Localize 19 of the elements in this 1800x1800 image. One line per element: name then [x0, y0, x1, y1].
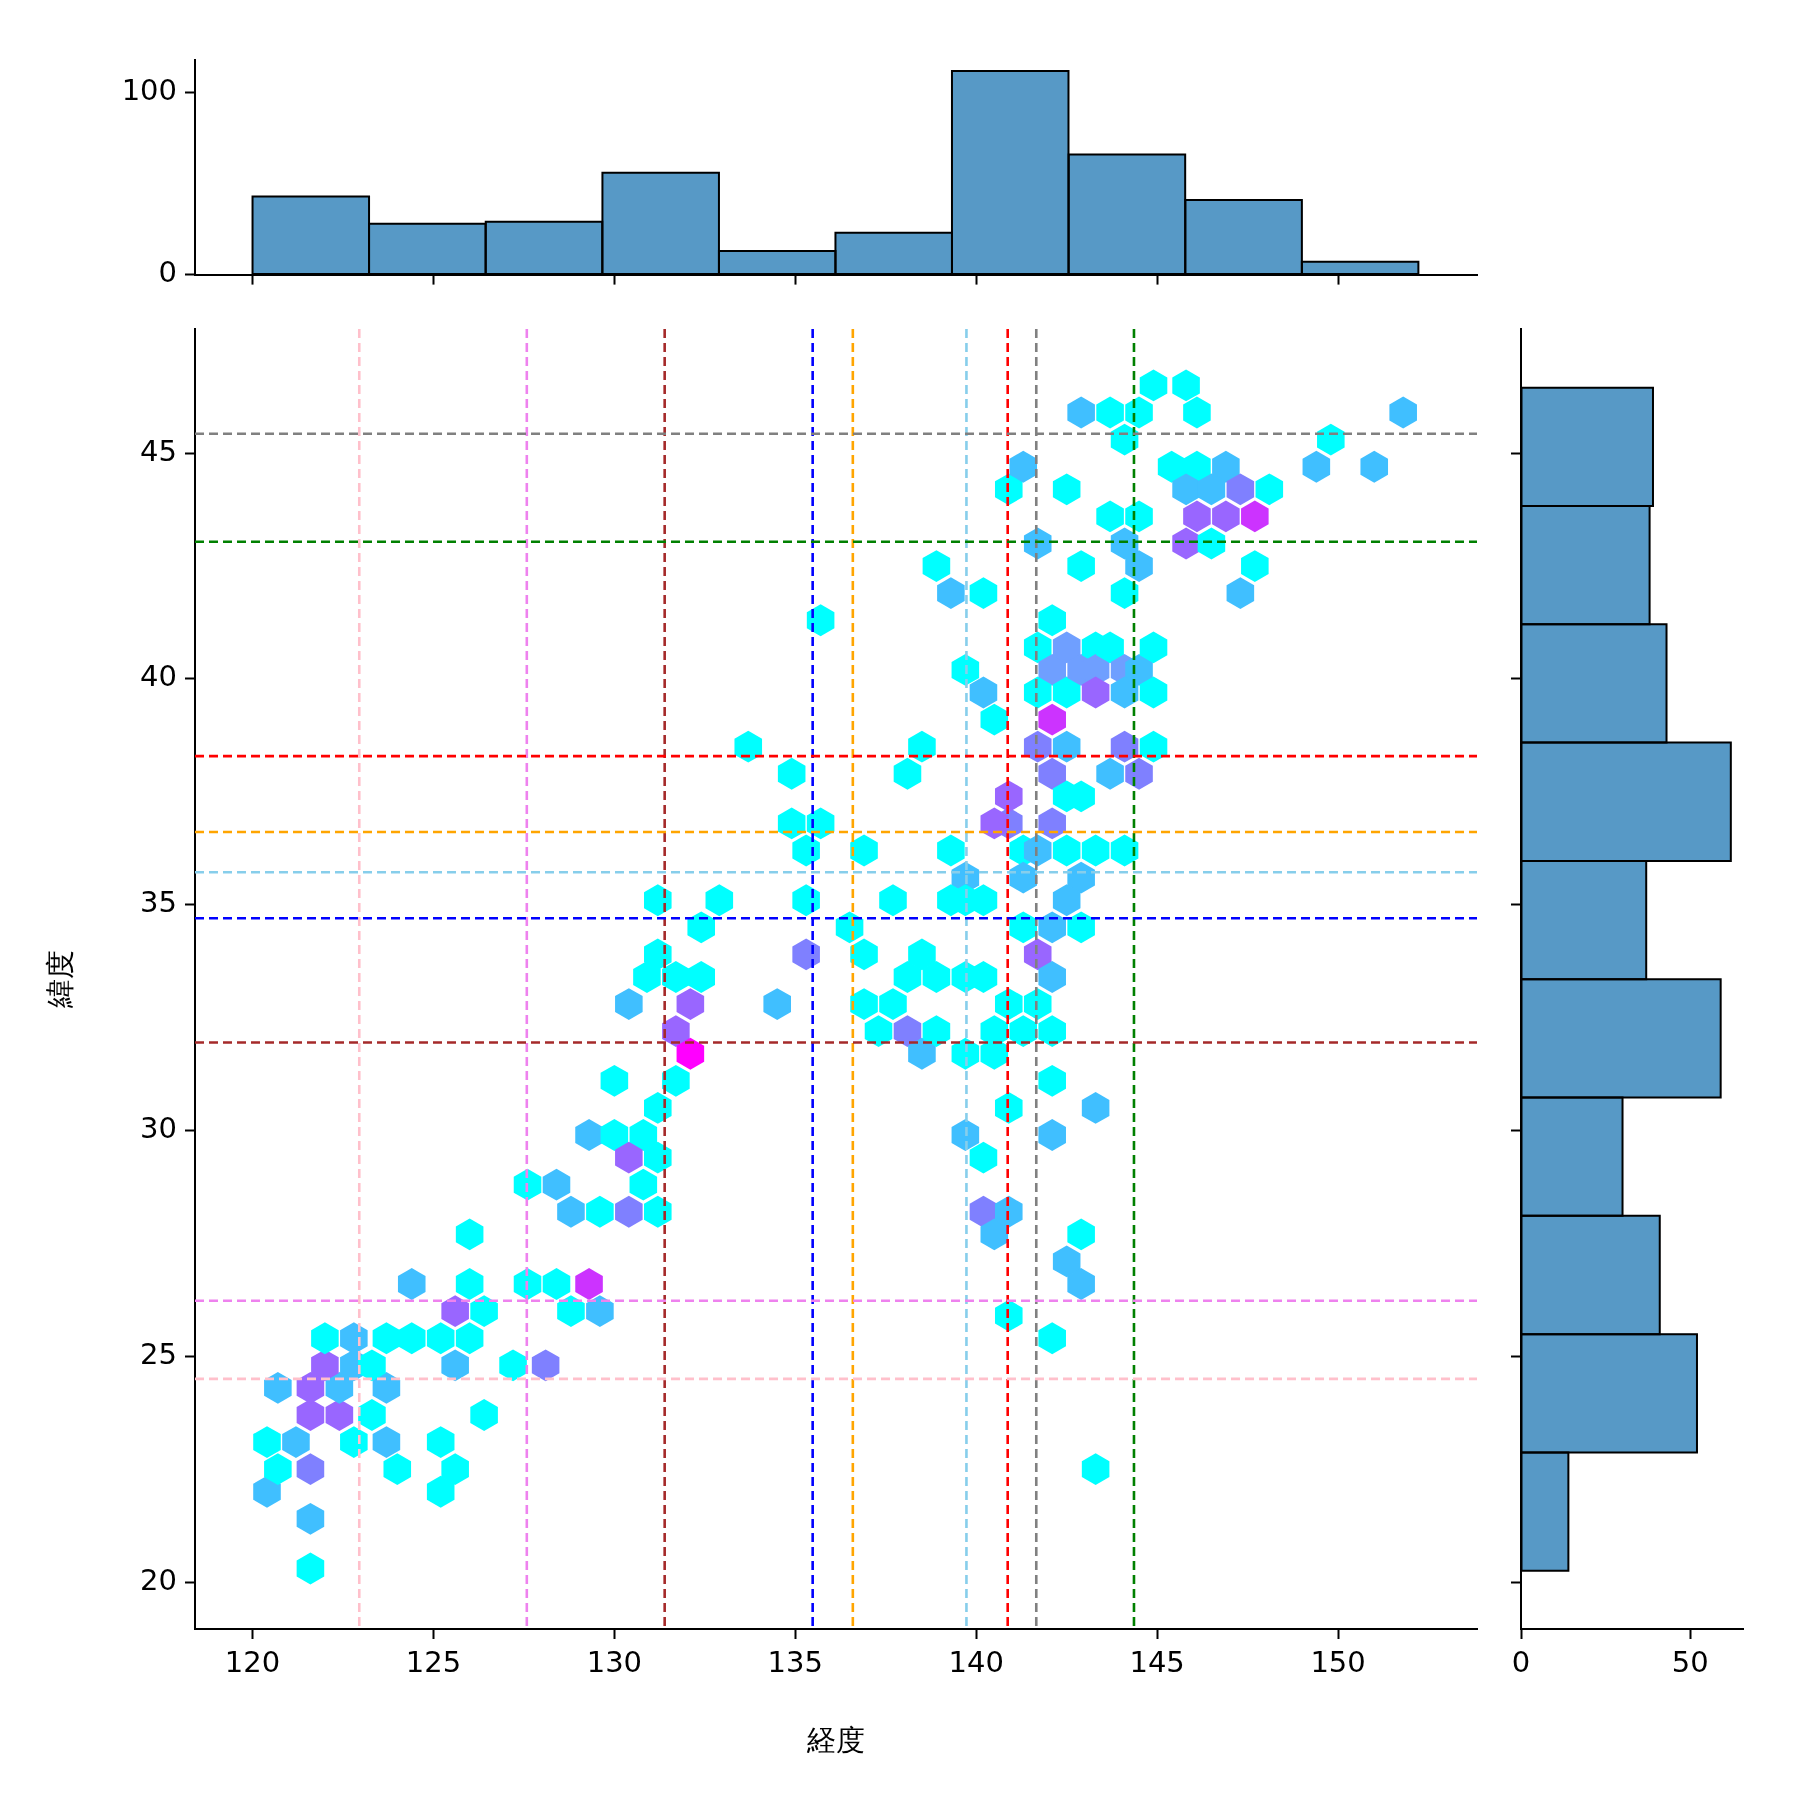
x-tick-label: 120: [224, 1644, 281, 1679]
y-tick-label: 40: [140, 659, 177, 694]
x-tick-label: 0: [1511, 1644, 1531, 1679]
x-tick-label: 125: [405, 1644, 462, 1679]
y-tick-label: 100: [121, 73, 177, 108]
x-axis-title: 経度: [806, 1723, 865, 1758]
x-tick-label: 140: [948, 1644, 1004, 1679]
y-axis-title: 緯度: [42, 950, 77, 1009]
y-tick-label: 30: [140, 1111, 177, 1146]
x-tick-label: 130: [586, 1644, 643, 1679]
y-tick-label: 0: [158, 255, 177, 290]
x-tick-label: 145: [1129, 1644, 1185, 1679]
y-tick-label: 25: [140, 1336, 177, 1371]
y-tick-label: 35: [140, 885, 177, 920]
y-tick-label: 45: [140, 433, 177, 468]
x-tick-label: 50: [1671, 1644, 1709, 1679]
x-tick-label: 150: [1310, 1644, 1366, 1679]
x-tick-label: 135: [767, 1644, 823, 1679]
y-tick-label: 20: [140, 1562, 177, 1597]
